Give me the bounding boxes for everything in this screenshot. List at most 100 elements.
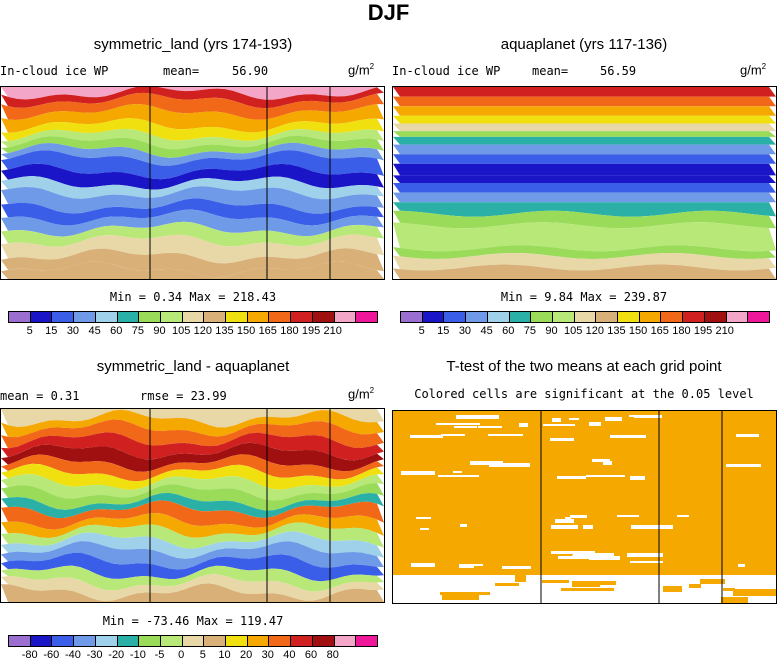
significant-cell — [663, 586, 682, 592]
panel4-map-svg — [393, 411, 776, 603]
colorbar-tick-label: 45 — [88, 325, 101, 337]
colorbar-tick-label: 120 — [193, 325, 212, 337]
colorbar-swatch — [204, 636, 227, 646]
nonsignificant-cell — [488, 434, 523, 436]
colorbar-swatch — [334, 312, 357, 322]
colorbar-swatch — [422, 312, 445, 322]
significant-cell — [442, 592, 479, 600]
colorbar-tick-label: -60 — [43, 649, 60, 661]
colorbar-swatch — [95, 636, 118, 646]
contour-band — [1, 176, 384, 200]
panel4-subtitle: Colored cells are significant at the 0.0… — [414, 387, 754, 401]
nonsignificant-cell — [592, 459, 610, 462]
contour-band — [393, 183, 776, 193]
panel1-title: symmetric_land (yrs 174-193) — [93, 36, 293, 53]
contour-band — [393, 202, 776, 217]
contour-band — [1, 128, 384, 150]
nonsignificant-cell — [441, 434, 465, 436]
contour-band — [393, 245, 776, 259]
nonsignificant-cell — [459, 564, 474, 568]
panel1-bands — [1, 87, 384, 279]
colorbar-tick-label: 5 — [418, 325, 425, 337]
significant-cell — [689, 584, 701, 588]
contour-band — [1, 463, 384, 490]
colorbar-swatch — [204, 312, 227, 322]
panel2-mean-label: mean= — [532, 64, 569, 78]
colorbar-swatch — [269, 636, 292, 646]
contour-band — [1, 92, 384, 120]
nonsignificant-cell — [589, 422, 601, 426]
nonsignificant-cell — [411, 563, 435, 567]
contour-band — [1, 234, 384, 264]
colorbar-swatch — [291, 636, 313, 646]
nonsignificant-cell — [456, 415, 499, 419]
colorbar-swatch — [182, 636, 205, 646]
nonsignificant-cell — [436, 423, 480, 425]
nonsignificant-cell — [736, 434, 759, 437]
contour-band — [1, 565, 384, 592]
nonsignificant-cell — [631, 525, 673, 529]
contour-band — [1, 552, 384, 582]
contour-band — [1, 221, 384, 247]
panel2-mean-value: 56.59 — [600, 64, 637, 78]
colorbar-swatch — [9, 312, 31, 322]
significant-cell — [721, 597, 748, 603]
colorbar-tick-label: -80 — [21, 649, 38, 661]
panel4-significance — [393, 411, 776, 603]
contour-band — [1, 87, 384, 109]
colorbar-tick-label: 150 — [628, 325, 648, 337]
colorbar-tick-label: 15 — [437, 325, 450, 337]
contour-band — [1, 483, 384, 511]
colorbar-swatch — [312, 312, 335, 322]
significant-cell — [515, 575, 526, 582]
contour-band — [1, 454, 384, 482]
panel4-title: T-test of the two means at each grid poi… — [446, 358, 722, 375]
contour-band — [1, 419, 384, 449]
contour-band — [1, 492, 384, 519]
nonsignificant-cell — [586, 475, 625, 477]
contour-band — [393, 154, 776, 164]
page-title: DJF — [367, 0, 410, 25]
colorbar-swatch — [160, 636, 183, 646]
nonsignificant-cell — [573, 553, 614, 557]
contour-band — [1, 142, 384, 166]
contour-band — [1, 135, 384, 158]
colorbar-tick-label: 30 — [261, 649, 274, 661]
nonsignificant-cell — [610, 435, 646, 438]
contour-band — [1, 163, 384, 190]
colorbar-swatch — [444, 312, 467, 322]
panel2-field: In-cloud ice WP — [392, 64, 501, 78]
contour-band — [393, 264, 776, 279]
panel1-map-svg — [1, 87, 384, 279]
colorbar-swatch — [531, 312, 553, 322]
nonsignificant-cell — [627, 553, 663, 557]
contour-band — [1, 118, 384, 142]
nonsignificant-cell — [617, 515, 639, 517]
significant-cell — [723, 588, 735, 591]
contour-band — [1, 103, 384, 133]
nonsignificant-cell — [416, 517, 431, 519]
nonsignificant-cell — [502, 566, 531, 569]
panel3-map-svg — [1, 409, 384, 602]
contour-band — [1, 531, 384, 559]
significant-area — [393, 411, 776, 603]
colorbar-tick-label: 135 — [607, 325, 626, 337]
panel2-colorbar-labels: 5 15 30 45 60 75 90 105 120 135 150 165 180 195 210 — [400, 325, 768, 339]
colorbar-tick-label: 165 — [650, 325, 669, 337]
colorbar-tick-label: 210 — [715, 325, 734, 337]
contour-band — [393, 252, 776, 271]
nonsignificant-cell — [677, 515, 689, 517]
contour-band — [1, 432, 384, 461]
significant-cell — [561, 588, 614, 591]
colorbar-swatch — [401, 312, 423, 322]
contour-band — [393, 210, 776, 229]
nonsignificant-cell — [630, 476, 645, 480]
colorbar-swatch — [661, 312, 684, 322]
colorbar-swatch — [552, 312, 575, 322]
significant-cell — [733, 589, 776, 596]
panel3-minmax: Min = -73.46 Max = 119.47 — [102, 614, 284, 628]
contour-band — [1, 522, 384, 549]
panel1-colorbar — [8, 311, 378, 323]
nonsignificant-cell — [551, 551, 595, 554]
nonsignificant-cell — [490, 463, 530, 467]
